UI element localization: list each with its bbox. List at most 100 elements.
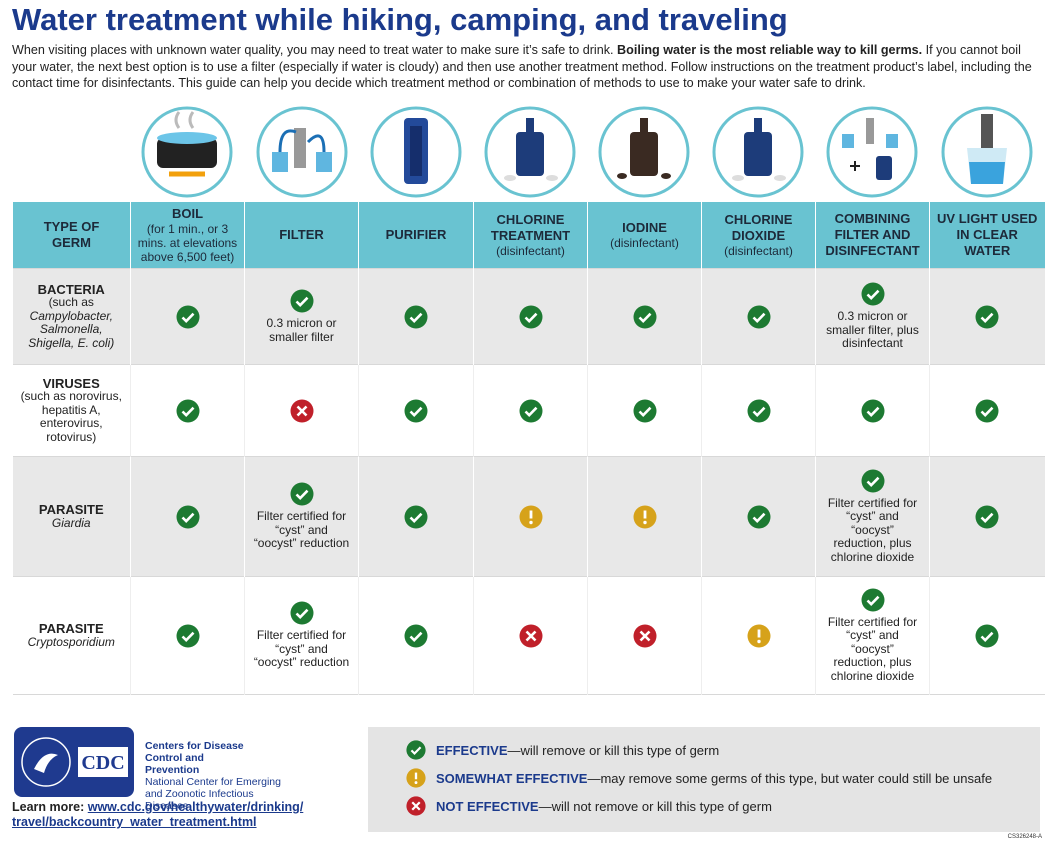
germ-cell: PARASITE Cryptosporidium — [13, 577, 131, 695]
check-icon — [176, 624, 199, 647]
legend-text-wrap: NOT EFFECTIVE—will not remove or kill th… — [436, 799, 772, 814]
org-name: Centers for Disease Control and Preventi… — [145, 740, 244, 776]
cell-note: Filter certified for “cyst” and “oocyst”… — [827, 495, 918, 564]
combining-icon — [826, 106, 918, 198]
check-icon — [861, 282, 884, 306]
result-cell — [929, 364, 1045, 457]
column-title: UV LIGHT USED IN CLEAR WATER — [937, 211, 1038, 258]
column-title: FILTER — [279, 227, 324, 242]
result-cell — [358, 456, 474, 577]
column-note: (for 1 min., or 3 mins. at elevations ab… — [137, 222, 238, 264]
method-icons — [141, 106, 1033, 198]
check-icon — [290, 289, 313, 313]
check-icon — [290, 601, 313, 625]
column-header: BOIL (for 1 min., or 3 mins. at elevation… — [130, 202, 245, 269]
check-icon — [404, 305, 428, 328]
column-title: CHLORINE TREATMENT — [490, 212, 571, 243]
check-icon — [519, 305, 542, 328]
germ-detail-italic: Cryptosporidium — [27, 634, 115, 649]
purifier-icon — [370, 106, 462, 198]
germ-cell: BACTERIA (such as Campylobacter, Salmonel… — [12, 268, 131, 365]
column-title: IODINE — [622, 220, 667, 235]
result-cell — [473, 268, 588, 365]
result-cell — [587, 268, 702, 365]
org-block: Centers for Disease Control and Preventi… — [145, 740, 295, 812]
germ-detail-italic: Giardia — [51, 515, 91, 530]
caution-icon — [519, 505, 542, 528]
result-cell: Filter certified for “cyst” and “oocyst”… — [815, 456, 930, 577]
germ-cell: PARASITE Giardia — [12, 456, 131, 577]
germ-name: VIRUSES — [42, 375, 100, 391]
result-cell — [587, 576, 702, 695]
result-cell — [929, 456, 1045, 577]
check-icon — [176, 399, 199, 422]
result-cell — [130, 268, 245, 365]
column-header: CHLORINE TREATMENT (disinfectant) — [473, 202, 588, 269]
filter-icon — [256, 106, 348, 198]
legend-text-wrap: EFFECTIVE—will remove or kill this type … — [436, 743, 719, 758]
column-note: (disinfectant) — [724, 244, 793, 258]
center-name: National Center for Emerging and Zoonoti… — [145, 776, 281, 812]
cross-icon — [290, 399, 313, 422]
legend-item: SOMEWHAT EFFECTIVE—may remove some germs… — [406, 768, 992, 788]
check-icon — [633, 305, 656, 328]
result-cell — [244, 364, 359, 457]
result-cell — [929, 576, 1045, 695]
intro: When visiting places with unknown water … — [12, 42, 1048, 92]
check-icon — [404, 399, 428, 422]
column-header: COMBINING FILTER AND DISINFECTANT — [815, 202, 930, 269]
treatment-table: TYPE OF GERM BOIL (for 1 min., or 3 mins. … — [12, 202, 1045, 695]
result-cell — [130, 456, 245, 577]
result-cell — [929, 268, 1045, 365]
doc-code: CS326248-A — [1007, 834, 1042, 840]
cell-note: Filter certified for “cyst” and “oocyst”… — [253, 509, 350, 551]
legend-label: SOMEWHAT EFFECTIVE — [436, 770, 588, 786]
legend-text: —will remove or kill this type of germ — [507, 742, 720, 758]
germ-name: BACTERIA — [37, 281, 105, 297]
result-cell: 0.3 micron or smaller filter — [244, 268, 359, 365]
link-line[interactable]: travel/backcountry_water_treatment.html — [12, 815, 257, 829]
legend-item: EFFECTIVE—will remove or kill this type … — [406, 740, 719, 760]
cross-icon — [519, 624, 542, 647]
cell-note: 0.3 micron or smaller filter — [266, 316, 337, 344]
result-cell — [473, 456, 588, 577]
caution-icon — [747, 624, 770, 647]
column-header: UV LIGHT USED IN CLEAR WATER — [929, 202, 1045, 269]
column-header: CHLORINE DIOXIDE (disinfectant) — [701, 202, 816, 269]
check-icon — [406, 740, 426, 760]
check-icon — [290, 482, 313, 506]
header-row: TYPE OF GERM BOIL (for 1 min., or 3 mins. … — [12, 202, 1045, 269]
intro-text: If you cannot boil your water, the next … — [12, 43, 1032, 90]
check-icon — [975, 505, 999, 528]
column-header: IODINE (disinfectant) — [587, 202, 702, 269]
result-cell — [587, 456, 702, 577]
check-icon — [861, 469, 884, 493]
result-cell: Filter certified for “cyst” and “oocyst”… — [244, 456, 359, 577]
check-icon — [975, 305, 999, 328]
germ-row: PARASITE Cryptosporidium Filter certified … — [12, 576, 1045, 695]
result-cell — [358, 364, 474, 457]
link-line[interactable]: www.cdc.gov/healthywater/drinking/ — [87, 800, 304, 814]
result-cell — [701, 268, 816, 365]
column-title: PURIFIER — [385, 227, 447, 242]
column-title: CHLORINE DIOXIDE — [724, 212, 793, 243]
legend: EFFECTIVE—will remove or kill this type … — [368, 727, 1040, 832]
check-icon — [861, 588, 884, 612]
result-cell — [473, 364, 588, 457]
result-cell: Filter certified for “cyst” and “oocyst”… — [815, 576, 930, 695]
chlorine-dioxide-icon — [712, 106, 804, 198]
check-icon — [404, 624, 428, 647]
legend-text: —may remove some germs of this type, but… — [587, 770, 993, 786]
cdc-logo: CDC — [14, 727, 134, 797]
intro-bold: Boiling water is the most reliable way t… — [617, 43, 923, 57]
germ-cell: VIRUSES (such as norovirus, hepatitis A, … — [13, 365, 131, 457]
cross-icon — [406, 796, 426, 816]
germ-detail-italic: Campylobacter, Salmonella, Shigella, E. … — [28, 308, 115, 350]
result-cell — [701, 576, 816, 695]
intro-text: When visiting places with unknown water … — [12, 43, 614, 57]
check-icon — [747, 305, 770, 328]
check-icon — [176, 505, 199, 528]
check-icon — [747, 505, 770, 528]
result-cell — [130, 576, 245, 695]
logo-art: CDC — [21, 737, 128, 787]
